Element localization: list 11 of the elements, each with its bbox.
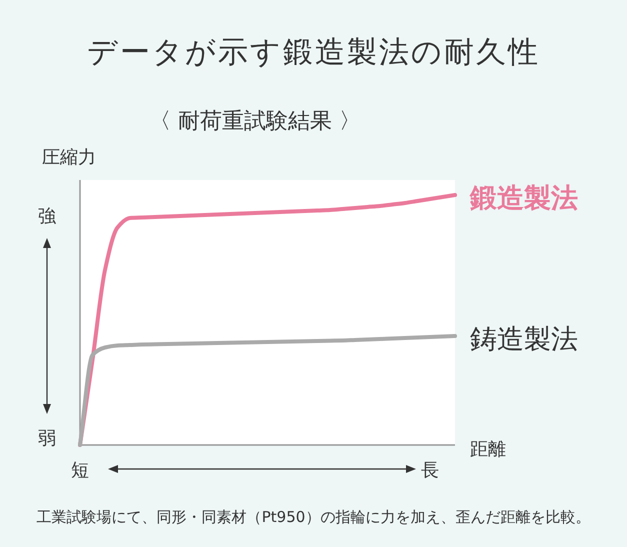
text: 弱 bbox=[38, 428, 56, 449]
series-label: 鍛造製法 bbox=[469, 183, 578, 214]
text: 工業試験場にて、同形・同素材（Pt950）の指輪に力を加え、歪んだ距離を比較。 bbox=[36, 508, 590, 526]
x-tick-label: 長 bbox=[421, 460, 439, 481]
text: 強 bbox=[38, 206, 56, 227]
y-axis-title: 圧縮力 bbox=[42, 147, 96, 168]
series-label: 鋳造製法 bbox=[470, 324, 578, 355]
chart-title: データが示す鍛造製法の耐久性 bbox=[87, 35, 540, 70]
chart-subtitle: 〈 耐荷重試験結果 〉 bbox=[149, 109, 361, 134]
x-tick-label: 短 bbox=[71, 460, 89, 481]
x-axis-title: 距離 bbox=[470, 439, 506, 460]
